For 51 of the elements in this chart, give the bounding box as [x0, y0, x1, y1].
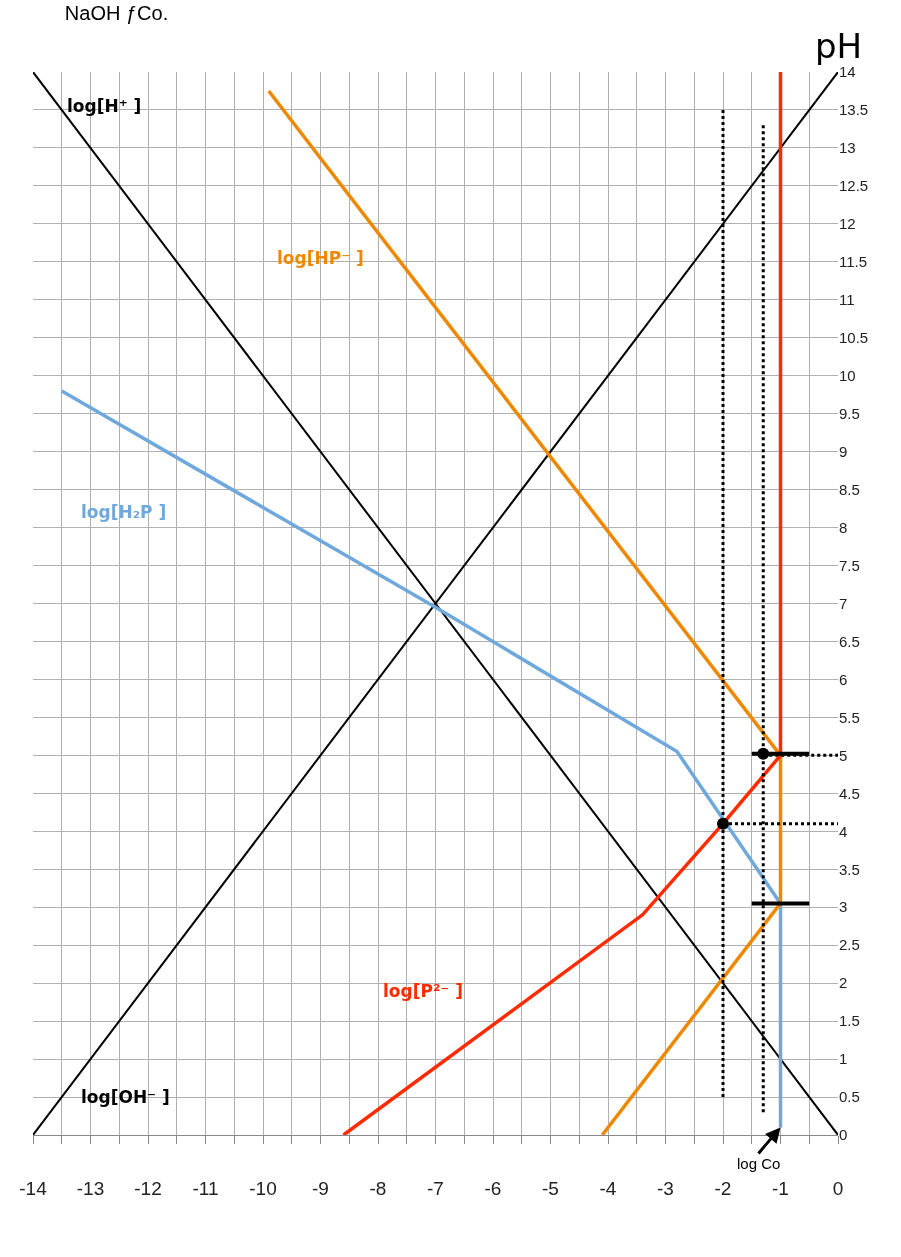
x-tick-label: -3	[657, 1177, 674, 1199]
annotation: log Co	[737, 1155, 781, 1172]
y-tick-label: 6.5	[839, 632, 860, 650]
x-tick-label: -5	[542, 1177, 559, 1199]
y-tick-label: 10.5	[839, 329, 869, 346]
x-tick-label: -4	[599, 1177, 617, 1199]
y-tick-label: 8.5	[839, 480, 860, 498]
y-tick-label: 0.5	[839, 1088, 860, 1106]
y-tick-label: 10	[839, 366, 856, 384]
y-tick-label: 11	[839, 291, 855, 309]
x-tick-label: -1	[772, 1177, 789, 1199]
x-tick-label: -13	[76, 1177, 105, 1199]
chart-title: NaOH ƒCo.	[64, 2, 169, 25]
x-tick-label: -12	[134, 1177, 162, 1199]
y-tick-label: 13.5	[839, 101, 869, 119]
series-label: log[HP⁻ ]	[277, 248, 364, 268]
text: log[H₂P ]	[81, 502, 167, 522]
x-tick-label: -11	[192, 1177, 219, 1199]
y-tick-label: 1.5	[839, 1012, 860, 1030]
y-tick-label: 4	[839, 822, 848, 840]
series-label: log[OH⁻ ]	[81, 1087, 170, 1107]
x-tick-label: -6	[484, 1177, 502, 1199]
y-tick-label: 2	[839, 974, 848, 992]
x-tick-label: -14	[19, 1177, 48, 1199]
y-tick-label: 5.5	[839, 708, 860, 726]
y-tick-label: 9	[839, 442, 848, 460]
x-tick-label: -2	[714, 1177, 732, 1199]
y-tick-label: 4.5	[839, 784, 860, 802]
y-tick-label: 14	[839, 63, 856, 81]
y-axis-title: pH	[815, 26, 863, 66]
y-tick-label: 12.5	[839, 177, 869, 195]
y-tick-label: 3.5	[839, 860, 860, 878]
y-tick-label: 9.5	[839, 404, 860, 422]
text: log[P²⁻ ]	[383, 981, 464, 1001]
y-tick-label: 8	[839, 518, 848, 536]
y-tick-label: 1	[839, 1050, 848, 1068]
y-tick-label: 0	[839, 1126, 848, 1144]
y-tick-label: 3	[839, 898, 848, 916]
y-tick-label: 7	[839, 594, 848, 612]
y-tick-label: 2.5	[839, 936, 860, 954]
x-tick-label: -7	[427, 1177, 444, 1199]
x-tick-label: -10	[249, 1177, 277, 1199]
x-tick-label: -8	[369, 1177, 387, 1199]
x-tick-label: -9	[312, 1177, 329, 1199]
y-tick-label: 12	[839, 215, 856, 233]
y-tick-label: 6	[839, 670, 848, 688]
y-tick-label: 7.5	[839, 556, 860, 574]
y-tick-label: 13	[839, 139, 856, 157]
y-tick-label: 11.5	[839, 253, 868, 271]
series-label: log[H⁺ ]	[67, 96, 142, 116]
y-tick-label: 5	[839, 746, 848, 764]
